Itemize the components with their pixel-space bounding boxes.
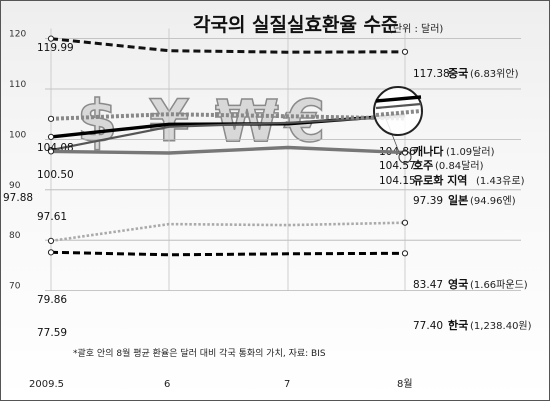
series-start-point xyxy=(47,35,55,42)
series-note-label: (1.66파운드) xyxy=(470,279,528,291)
end-value-label: 117.38 xyxy=(413,68,450,80)
zoom-lens-stroke xyxy=(375,95,422,103)
x-tick-label: 2009.5 xyxy=(29,379,64,390)
zoom-lens-circle xyxy=(373,86,423,136)
series-line-4 xyxy=(50,145,406,155)
series-line-6 xyxy=(50,250,406,257)
series-note-label: (94.96엔) xyxy=(470,195,516,207)
start-value-label: 119.99 xyxy=(37,42,74,54)
start-value-label: 79.86 xyxy=(37,294,67,306)
series-start-point xyxy=(47,237,55,245)
series-name-label: 일본 xyxy=(448,193,468,207)
series-note-label: (1.09달러) xyxy=(446,146,495,158)
series-name-label: 영국 xyxy=(448,278,468,291)
series-line-2 xyxy=(50,115,406,152)
y-tick-label: 80 xyxy=(9,231,21,241)
zoom-lens-stroke xyxy=(375,109,422,117)
start-value-label: 97.61 xyxy=(37,211,67,223)
unit-label: (단위 : 달러) xyxy=(389,22,443,35)
x-tick-label: 6 xyxy=(164,379,170,390)
series-start-point xyxy=(47,249,55,256)
y-tick-label: 110 xyxy=(9,80,26,90)
end-value-label: 83.47 xyxy=(413,279,443,291)
series-end-point xyxy=(401,250,409,257)
zoom-target-circle xyxy=(398,150,412,164)
chart-title: 각국의 실질실효환율 수준 xyxy=(193,14,399,36)
end-value-label: 97.39 xyxy=(413,195,443,207)
footnote: *괄호 안의 8월 평균 환율은 달러 대비 각국 통화의 가치, 자료: BI… xyxy=(73,347,326,359)
y-tick-label: 120 xyxy=(9,30,26,40)
series-line-0 xyxy=(50,37,406,54)
zoom-lens-stroke xyxy=(375,102,422,110)
currency-symbol-2-icon: ₩ xyxy=(215,87,279,155)
series-end-point xyxy=(401,219,409,226)
end-value-label: 77.40 xyxy=(413,320,443,332)
series-name-label: 호주 xyxy=(413,158,433,172)
y-tick-label: 70 xyxy=(9,282,21,292)
start-value-label: 100.50 xyxy=(37,169,74,181)
end-value-label: 104.15 xyxy=(379,175,416,187)
series-note-label: (1,238.40원) xyxy=(470,320,532,332)
end-value-label: 104.57 xyxy=(379,160,416,172)
start-value-label: 77.59 xyxy=(37,327,67,339)
series-end-point xyxy=(401,48,409,55)
series-note-label: (0.84달러) xyxy=(435,160,484,172)
series-line-3 xyxy=(50,112,406,121)
y-tick-label: 100 xyxy=(9,130,26,140)
x-tick-label: 8월 xyxy=(397,378,413,390)
x-tick-label: 7 xyxy=(284,379,290,390)
series-line-5 xyxy=(50,221,406,243)
start-value-label: 97.88 xyxy=(3,192,33,204)
series-start-point xyxy=(47,133,55,140)
series-start-point xyxy=(47,115,55,122)
y-tick-label: 90 xyxy=(9,181,21,191)
series-start-point xyxy=(47,148,55,155)
series-note-label: (6.83위안) xyxy=(470,67,519,80)
series-name-label: 캐나다 xyxy=(413,144,444,158)
series-note-label: (1.43유로) xyxy=(476,175,525,187)
series-name-label: 유로화 지역 xyxy=(413,173,467,187)
series-name-label: 한국 xyxy=(448,318,468,332)
series-name-label: 중국 xyxy=(448,67,468,80)
